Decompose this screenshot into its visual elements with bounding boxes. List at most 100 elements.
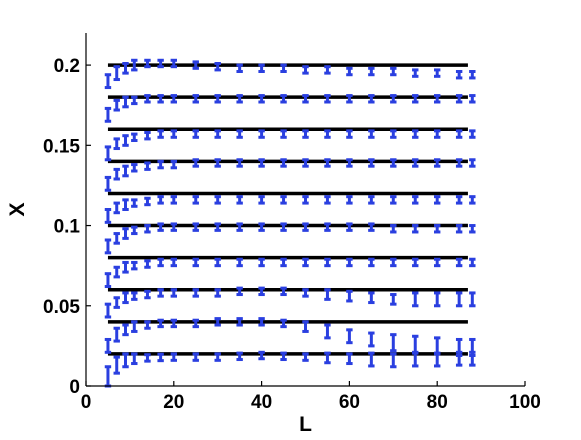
errorbar-point [346, 222, 353, 232]
errorbar-point [192, 158, 199, 168]
errorbar-point [131, 132, 138, 143]
errorbar-point [434, 68, 441, 78]
errorbar-point [122, 352, 129, 369]
errorbar-point [170, 288, 177, 298]
errorbar-point [157, 58, 164, 69]
errorbar-point [324, 158, 331, 168]
errorbar-point [214, 158, 221, 168]
errorbar-point [455, 291, 463, 308]
errorbar-point [131, 352, 138, 366]
errorbar-series-5 [104, 195, 476, 224]
errorbar-point [258, 63, 265, 74]
errorbar-point [170, 222, 177, 232]
errorbar-point [214, 61, 221, 72]
axes [85, 33, 526, 387]
errorbar-point [280, 158, 287, 168]
y-tick-label: 0.2 [54, 56, 80, 77]
errorbar-point [144, 58, 151, 69]
errorbar-point [280, 195, 287, 205]
y-tick-label: 0.05 [43, 297, 80, 318]
errorbar-point [131, 320, 138, 333]
errorbar-point [280, 257, 287, 268]
errorbar-point [324, 288, 331, 301]
errorbar-point [390, 158, 397, 168]
errorbar-point [122, 323, 129, 337]
errorbar-point [122, 198, 129, 211]
errorbar-point [346, 289, 353, 303]
errorbar-point [236, 129, 243, 139]
errorbar-point [390, 224, 397, 234]
errorbar-point [434, 336, 441, 356]
errorbar-point [455, 224, 463, 234]
errorbar-point [455, 337, 463, 358]
errorbar-point [324, 94, 331, 104]
errorbar-point [412, 224, 419, 234]
errorbar-point [104, 272, 112, 289]
errorbar-point [113, 65, 120, 82]
errorbar-point [469, 195, 476, 205]
errorbar-point [280, 318, 287, 329]
errorbar-point [434, 291, 441, 308]
errorbar-point [455, 129, 463, 139]
errorbar-point [469, 94, 476, 104]
errorbar-point [192, 94, 199, 104]
errorbar-point [104, 106, 112, 123]
errorbar-point [455, 195, 463, 205]
y-tick-label: 0.15 [43, 136, 80, 157]
errorbar-point [280, 222, 287, 232]
errorbar-series-4 [104, 222, 476, 255]
errorbar-point [346, 195, 353, 205]
errorbar-point [390, 333, 397, 353]
errorbar-point [192, 318, 199, 329]
errorbar-point [412, 68, 419, 78]
errorbar-point [144, 161, 151, 171]
errorbar-point [214, 94, 221, 104]
errorbar-point [390, 129, 397, 139]
errorbar-point [368, 66, 375, 77]
errorbar-point [346, 129, 353, 139]
errorbar-point [258, 286, 265, 297]
errorbar-point [258, 195, 265, 205]
errorbar-point [434, 94, 441, 104]
errorbar-point [390, 257, 397, 268]
errorbar-point [214, 288, 221, 298]
errorbar-point [280, 94, 287, 104]
errorbar-point [324, 323, 331, 340]
errorbar-point [214, 222, 221, 232]
errorbar-point [214, 129, 221, 139]
errorbar-point [412, 195, 419, 205]
errorbar-point [170, 352, 177, 362]
errorbar-point [236, 195, 243, 205]
errorbar-point [131, 260, 138, 271]
errorbar-point [390, 66, 397, 77]
errorbar-point [346, 352, 353, 366]
errorbar-series-3 [104, 257, 476, 289]
errorbar-point [104, 238, 112, 255]
y-tick-label: 0.1 [54, 217, 81, 238]
errorbar-point [324, 195, 331, 205]
errorbar-point [302, 352, 309, 362]
errorbar-point [122, 291, 129, 305]
errorbar-series-group [104, 58, 476, 388]
errorbar-point [368, 257, 375, 268]
errorbar-point [236, 94, 243, 104]
errorbar-point [236, 351, 243, 362]
x-tick-label: 60 [339, 392, 360, 413]
errorbar-point [104, 73, 112, 90]
errorbar-point [390, 352, 397, 369]
errorbar-point [192, 222, 199, 232]
errorbar-point [368, 195, 375, 205]
errorbar-point [144, 259, 151, 269]
errorbar-point [214, 352, 221, 362]
errorbar-point [104, 175, 112, 192]
errorbar-point [346, 94, 353, 104]
errorbar-point [302, 158, 309, 168]
errorbar-point [122, 164, 129, 178]
errorbar-point [122, 61, 129, 75]
errorbar-point [192, 129, 199, 139]
errorbar-point [324, 129, 331, 139]
errorbar-point [302, 129, 309, 139]
errorbar-point [192, 195, 199, 205]
errorbar-point [324, 257, 331, 268]
